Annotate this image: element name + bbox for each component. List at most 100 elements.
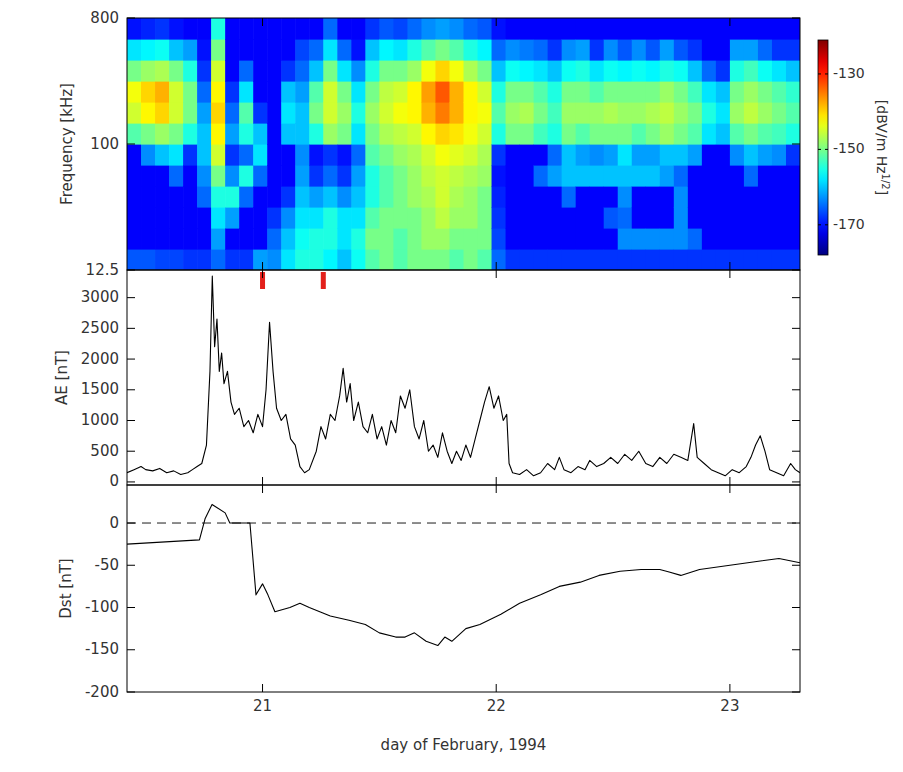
heatmap-cell: [576, 186, 591, 208]
heatmap-cell: [604, 102, 619, 124]
heatmap-cell: [562, 39, 577, 61]
heatmap-cell: [478, 249, 493, 270]
heatmap-cell: [492, 60, 507, 82]
x-axis-title: day of February, 1994: [381, 736, 547, 754]
heatmap-cell: [674, 60, 689, 82]
heatmap-cell: [449, 228, 464, 250]
heatmap-cell: [646, 60, 661, 82]
heatmap-cell: [786, 144, 800, 166]
heatmap-cell: [534, 60, 549, 82]
heatmap-cell: [211, 165, 226, 187]
x-tick-label: 23: [720, 697, 739, 715]
heatmap-cell: [295, 60, 310, 82]
heatmap-cell: [393, 228, 408, 250]
heatmap-cell: [562, 144, 577, 166]
heatmap-cell: [407, 60, 422, 82]
figure: -130-150-170[dBV/m Hz1/2]12.5100800Frequ…: [0, 0, 903, 772]
heatmap-cell: [127, 102, 142, 124]
y-axis-title: Dst [nT]: [57, 558, 75, 618]
heatmap-cell: [786, 249, 800, 270]
y-tick: [127, 328, 135, 329]
heatmap-cell: [267, 144, 282, 166]
heatmap-cell: [281, 207, 296, 229]
y-tick-label: -200: [85, 683, 119, 701]
heatmap-cell: [351, 207, 366, 229]
heatmap-cell: [786, 228, 800, 250]
heatmap-cell: [351, 102, 366, 124]
y-tick-label: 2500: [81, 319, 119, 337]
heatmap-cell: [590, 228, 605, 250]
heatmap-cell: [225, 18, 240, 40]
heatmap-cell: [744, 165, 759, 187]
heatmap-cell: [520, 60, 535, 82]
heatmap-cell: [520, 207, 535, 229]
colorbar-tick-label: -150: [833, 140, 865, 156]
heatmap-cell: [407, 102, 422, 124]
heatmap-cell: [478, 18, 493, 40]
y-tick-label: 500: [90, 442, 119, 460]
heatmap-cell: [407, 144, 422, 166]
y-tick: [127, 523, 135, 524]
heatmap-cell: [492, 123, 507, 145]
heatmap-cell: [660, 165, 675, 187]
heatmap-cell: [253, 144, 268, 166]
heatmap-cell: [211, 102, 226, 124]
heatmap-cell: [365, 123, 380, 145]
heatmap-cell: [407, 18, 422, 40]
y-tick: [792, 607, 800, 608]
heatmap-cell: [590, 60, 605, 82]
heatmap-cell: [702, 228, 717, 250]
x-tick-label: 22: [487, 697, 506, 715]
heatmap-cell: [772, 39, 787, 61]
heatmap-cell: [772, 18, 787, 40]
heatmap-cell: [688, 144, 703, 166]
heatmap-cell: [702, 207, 717, 229]
heatmap-cell: [632, 186, 647, 208]
heatmap-cell: [674, 165, 689, 187]
heatmap-cell: [632, 144, 647, 166]
heatmap-cell: [674, 18, 689, 40]
y-tick: [792, 692, 800, 693]
heatmap-cell: [449, 144, 464, 166]
plot-area: [127, 504, 800, 645]
heatmap-cell: [674, 249, 689, 270]
heatmap-cell: [632, 228, 647, 250]
heatmap-cell: [155, 123, 170, 145]
y-tick-label: -100: [85, 598, 119, 616]
heatmap-cell: [169, 165, 184, 187]
heatmap-cell: [534, 249, 549, 270]
heatmap-cell: [618, 186, 633, 208]
heatmap-cell: [141, 207, 156, 229]
heatmap-cell: [744, 102, 759, 124]
heatmap-cell: [660, 228, 675, 250]
heatmap-cell: [562, 81, 577, 103]
heatmap-cell: [225, 81, 240, 103]
colorbar-label-part: ]: [874, 190, 890, 195]
heatmap-cell: [632, 102, 647, 124]
heatmap-cell: [758, 228, 773, 250]
heatmap-cell: [730, 228, 745, 250]
heatmap-cell: [576, 81, 591, 103]
heatmap-cell: [421, 60, 436, 82]
heatmap-cell: [520, 123, 535, 145]
y-tick-label: -50: [95, 556, 120, 574]
heatmap-cell: [744, 81, 759, 103]
heatmap-cell: [618, 249, 633, 270]
y-tick: [127, 144, 135, 145]
heatmap-cell: [506, 144, 521, 166]
heatmap-cell: [351, 228, 366, 250]
heatmap-cell: [183, 186, 198, 208]
heatmap-cell: [127, 81, 142, 103]
heatmap-cell: [323, 144, 338, 166]
heatmap-cell: [548, 207, 563, 229]
heatmap-cell: [197, 144, 212, 166]
heatmap-cell: [351, 60, 366, 82]
heatmap-cell: [534, 39, 549, 61]
y-tick-label: 0: [109, 472, 119, 490]
heatmap-cell: [772, 60, 787, 82]
heatmap-cell: [267, 39, 282, 61]
heatmap-cell: [267, 165, 282, 187]
heatmap-cell: [421, 81, 436, 103]
heatmap-cell: [267, 123, 282, 145]
heatmap-cell: [197, 165, 212, 187]
